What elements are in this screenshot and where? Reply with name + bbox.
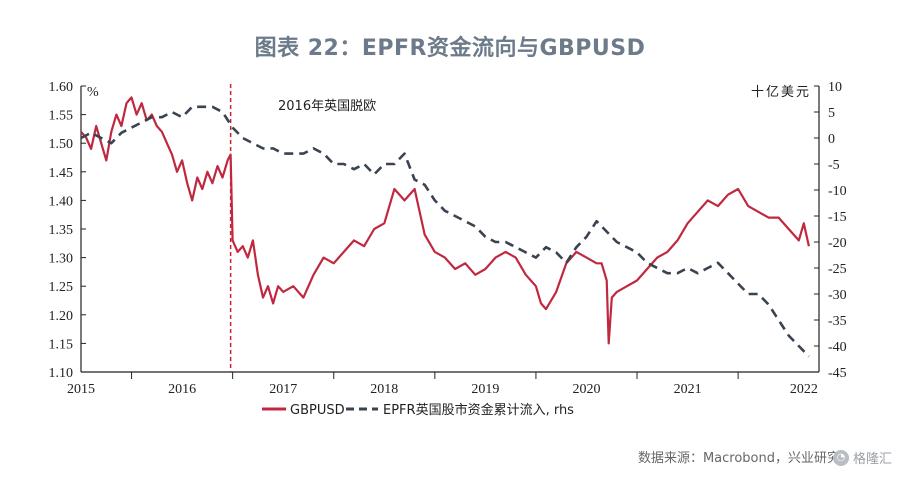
- series-line-epfr: [80, 105, 810, 358]
- watermark-text: 格隆汇: [852, 452, 892, 467]
- y-tick-label-left: 1.20: [49, 309, 74, 324]
- y-tick-label-left: 1.50: [49, 137, 74, 152]
- y-tick-label-right: -5: [828, 158, 840, 173]
- watermark: ◔ 格隆汇: [832, 448, 892, 467]
- x-tick-label: 2019: [471, 382, 499, 397]
- y-tick-label-left: 1.10: [49, 366, 74, 381]
- y-tick-label-right: 10: [828, 80, 842, 95]
- y-tick-label-right: -20: [828, 236, 847, 251]
- x-tick-label: 2015: [67, 382, 95, 397]
- y-tick-label-left: 1.15: [49, 337, 74, 352]
- right-axis-unit: 十亿美元: [751, 85, 811, 100]
- source-note: 数据来源：Macrobond，兴业研究: [637, 451, 840, 466]
- series-line-gbpusd: [80, 96, 810, 345]
- chart-title: 图表 22：EPFR资金流向与GBPUSD: [254, 36, 646, 61]
- y-tick-label-right: 5: [828, 106, 835, 121]
- legend-label-epfr: EPFR英国股市资金累计流入, rhs: [383, 402, 574, 418]
- x-tick-label: 2020: [572, 382, 600, 397]
- brexit-annotation: 2016年英国脱欧: [278, 99, 376, 114]
- y-tick-label-left: 1.30: [49, 252, 74, 267]
- y-tick-label-left: 1.45: [49, 166, 74, 181]
- series-layer: 2016年英国脱欧: [80, 84, 810, 372]
- y-tick-label-left: 1.40: [49, 194, 74, 209]
- y-tick-label-right: -15: [828, 210, 847, 225]
- x-tick-label: 2017: [269, 382, 297, 397]
- y-tick-label-left: 1.25: [49, 280, 74, 295]
- x-tick-label: 2022: [790, 382, 818, 397]
- y-tick-label-right: -35: [828, 314, 847, 329]
- left-axis-unit: %: [87, 85, 99, 100]
- y-tick-label-right: -30: [828, 288, 847, 303]
- x-tick-label: 2016: [168, 382, 196, 397]
- y-tick-label-left: 1.35: [49, 223, 74, 238]
- x-tick-label: 2021: [674, 382, 702, 397]
- y-tick-label-right: -45: [828, 366, 847, 381]
- y-tick-label-right: -25: [828, 262, 847, 277]
- axes-layer: 1.60 1.55 1.50 1.45 1.40 1.35 1.30 1.25 1.20 1.15…: [49, 80, 847, 397]
- x-tick-label: 2018: [370, 382, 398, 397]
- legend-label-gbpusd: GBPUSD: [290, 403, 345, 418]
- y-tick-label-right: -40: [828, 340, 847, 355]
- y-tick-label-right: 0: [828, 132, 835, 147]
- y-tick-label-left: 1.60: [49, 80, 74, 95]
- legend: GBPUSD EPFR英国股市资金累计流入, rhs: [262, 402, 574, 418]
- watermark-logo-icon: ◔: [832, 449, 849, 466]
- y-tick-label-left: 1.55: [49, 109, 74, 124]
- y-tick-label-right: -10: [828, 184, 847, 199]
